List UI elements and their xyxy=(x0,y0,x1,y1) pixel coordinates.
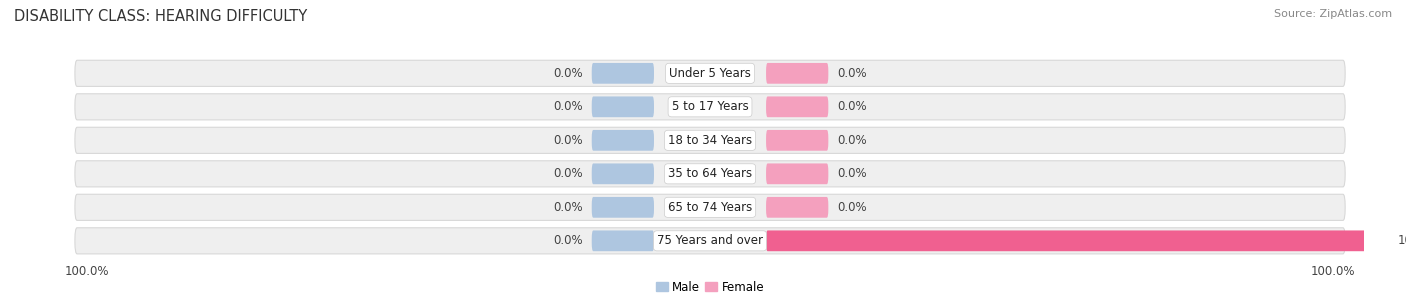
FancyBboxPatch shape xyxy=(766,197,828,218)
Text: 100.0%: 100.0% xyxy=(1398,234,1406,247)
Text: DISABILITY CLASS: HEARING DIFFICULTY: DISABILITY CLASS: HEARING DIFFICULTY xyxy=(14,9,308,24)
FancyBboxPatch shape xyxy=(592,63,654,84)
Text: 0.0%: 0.0% xyxy=(553,134,582,147)
FancyBboxPatch shape xyxy=(592,96,654,117)
FancyBboxPatch shape xyxy=(75,60,1346,86)
Text: 75 Years and over: 75 Years and over xyxy=(657,234,763,247)
FancyBboxPatch shape xyxy=(592,231,654,251)
FancyBboxPatch shape xyxy=(75,127,1346,153)
FancyBboxPatch shape xyxy=(592,163,654,184)
FancyBboxPatch shape xyxy=(766,231,1389,251)
FancyBboxPatch shape xyxy=(766,130,828,151)
Text: 35 to 64 Years: 35 to 64 Years xyxy=(668,167,752,180)
FancyBboxPatch shape xyxy=(766,63,828,84)
Text: 0.0%: 0.0% xyxy=(838,134,868,147)
Text: 18 to 34 Years: 18 to 34 Years xyxy=(668,134,752,147)
FancyBboxPatch shape xyxy=(766,96,828,117)
Legend: Male, Female: Male, Female xyxy=(651,276,769,298)
Text: 0.0%: 0.0% xyxy=(553,234,582,247)
Text: 0.0%: 0.0% xyxy=(553,100,582,113)
Text: 65 to 74 Years: 65 to 74 Years xyxy=(668,201,752,214)
Text: 5 to 17 Years: 5 to 17 Years xyxy=(672,100,748,113)
FancyBboxPatch shape xyxy=(766,163,828,184)
Text: 0.0%: 0.0% xyxy=(838,100,868,113)
Text: 0.0%: 0.0% xyxy=(838,67,868,80)
Text: 0.0%: 0.0% xyxy=(553,67,582,80)
Text: 0.0%: 0.0% xyxy=(838,201,868,214)
Text: 0.0%: 0.0% xyxy=(838,167,868,180)
Text: 0.0%: 0.0% xyxy=(553,167,582,180)
Text: 0.0%: 0.0% xyxy=(553,201,582,214)
FancyBboxPatch shape xyxy=(592,130,654,151)
FancyBboxPatch shape xyxy=(75,194,1346,221)
FancyBboxPatch shape xyxy=(75,161,1346,187)
FancyBboxPatch shape xyxy=(75,228,1346,254)
FancyBboxPatch shape xyxy=(75,94,1346,120)
FancyBboxPatch shape xyxy=(592,197,654,218)
Text: Under 5 Years: Under 5 Years xyxy=(669,67,751,80)
Text: Source: ZipAtlas.com: Source: ZipAtlas.com xyxy=(1274,9,1392,19)
